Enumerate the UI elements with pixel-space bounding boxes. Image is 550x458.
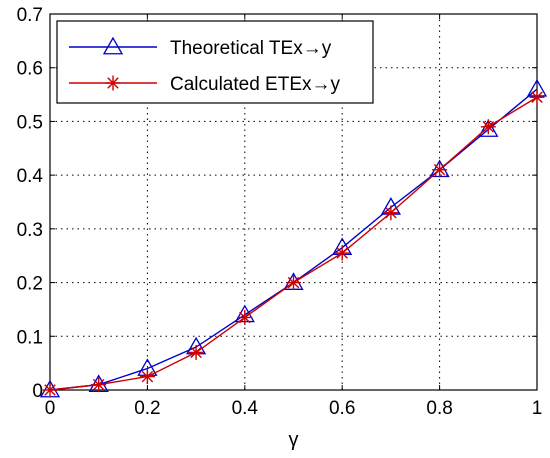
data-point-marker xyxy=(478,119,499,137)
axis-ticks: 0 0.2 0.4 0.6 0.8 1 0 0.1 0.2 0.3 0.4 0.5 0.6 0.7 xyxy=(17,5,543,419)
y-tick-label: 0.2 xyxy=(17,274,43,295)
data-point-marker xyxy=(91,377,107,393)
data-point-marker xyxy=(334,245,350,261)
legend-item-1: Theoretical TEx→y xyxy=(69,36,332,59)
y-tick-label: 0.4 xyxy=(17,166,44,187)
plot-area xyxy=(49,13,538,391)
legend-label: Calculated ETEx→y xyxy=(170,74,341,95)
y-tick-label: 0.1 xyxy=(17,327,43,348)
y-tick-label: 0.7 xyxy=(17,5,43,26)
y-tick-label: 0.3 xyxy=(17,220,43,241)
x-tick-label: 0 xyxy=(45,398,56,419)
legend-marker xyxy=(105,75,121,91)
legend: Theoretical TEx→y Calculated ETEx→y xyxy=(56,20,374,104)
series-line xyxy=(49,88,538,391)
x-tick-label: 1 xyxy=(532,398,543,419)
series-2 xyxy=(42,89,545,398)
data-point-marker xyxy=(480,119,496,135)
x-tick-label: 0.2 xyxy=(134,398,160,419)
legend-box xyxy=(56,20,374,104)
y-tick-label: 0 xyxy=(32,381,43,402)
data-point-marker xyxy=(432,162,448,178)
x-tick-label: 0.8 xyxy=(426,398,452,419)
x-tick-label: 0.6 xyxy=(329,398,355,419)
series-line xyxy=(49,96,538,391)
series-1 xyxy=(39,78,548,398)
x-axis-label: γ xyxy=(289,429,299,451)
legend-marker xyxy=(102,36,124,55)
data-point-marker xyxy=(529,89,545,105)
data-point-marker xyxy=(139,369,155,385)
series-layer xyxy=(39,78,548,398)
y-tick-label: 0.5 xyxy=(17,112,43,133)
data-point-marker xyxy=(286,275,301,291)
data-point-marker xyxy=(383,205,399,221)
legend-label: Theoretical TEx→y xyxy=(170,38,332,59)
y-tick-label: 0.6 xyxy=(17,59,43,80)
x-tick-label: 0.4 xyxy=(232,398,259,419)
legend-item-2: Calculated ETEx→y xyxy=(69,74,341,95)
data-point-marker xyxy=(188,344,204,360)
data-point-marker xyxy=(237,309,253,325)
data-point-marker xyxy=(42,382,58,398)
